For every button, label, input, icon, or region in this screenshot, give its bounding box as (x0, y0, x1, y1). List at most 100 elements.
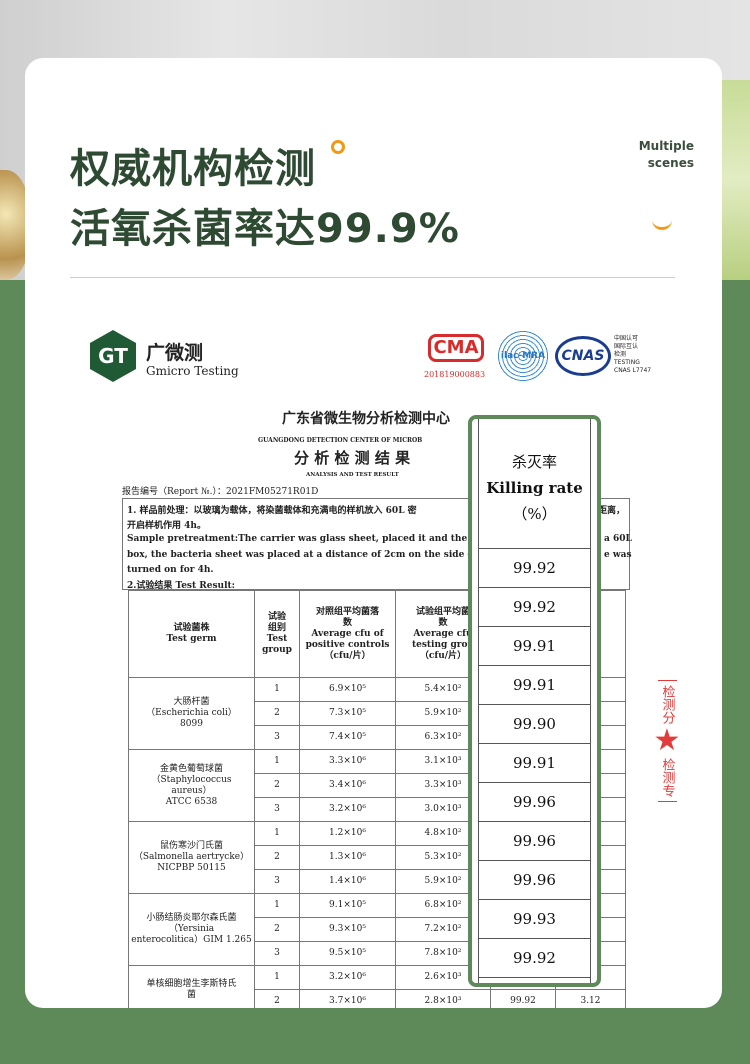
result-heading: 2.试验结果 Test Result: (127, 581, 235, 591)
table-cell: 3.12 (555, 989, 626, 1008)
report-title-en: ANALYSIS AND TEST RESULT (306, 472, 399, 478)
killing-rate-value: 99.91 (479, 627, 590, 666)
table-cell: 2.8×10³ (395, 989, 491, 1008)
table-cell: 2 (254, 773, 300, 798)
germ-name-cell: 金黄色葡萄球菌 （Staphylococcus aureus） ATCC 653… (128, 749, 255, 822)
cnas-text-line: 国际互认 (614, 343, 639, 350)
table-cell: 3.2×10⁶ (299, 797, 396, 822)
table-cell: 3 (254, 725, 300, 750)
red-seal: 检测分 ★ 检测专 (652, 680, 682, 802)
seal-text-top: 检测分 (657, 680, 677, 724)
table-cell: 9.3×10⁵ (299, 917, 396, 942)
table-cell: 1.3×10⁶ (299, 845, 396, 870)
table-row: 金黄色葡萄球菌 （Staphylococcus aureus） ATCC 653… (128, 749, 626, 822)
table-cell: 1 (254, 893, 300, 918)
tagline: Multiple scenes (639, 138, 694, 172)
seal-text-bottom: 检测专 (657, 758, 677, 802)
table-cell: 1.2×10⁶ (299, 821, 396, 846)
pretreatment-en-3: turned on for 4h. (127, 565, 214, 575)
pretreatment-en: Sample pretreatment:The carrier was glas… (127, 534, 493, 544)
cnas-text-line: 中国认可 (614, 335, 639, 342)
killing-rate-value: 99.92 (479, 939, 590, 978)
table-header-cell: 试验菌株 Test germ (128, 590, 255, 678)
ilac-logo: ilac-MRA (497, 330, 549, 382)
germ-name-cell: 鼠伤寒沙门氏菌 （Salmonella aertrycke） NICPBP 50… (128, 821, 255, 894)
pretreatment-cn: 1. 样品前处理：以玻璃为载体，将染菌载体和充满电的样机放入 60L 密 (127, 506, 417, 516)
table-cell: 1 (254, 749, 300, 774)
pretreatment-en-2: box, the bacteria sheet was placed at a … (127, 550, 492, 560)
report-clip: GT 广微测 Gmicro Testing CMA 201819000883 i… (25, 290, 722, 1008)
table-header-cell: 试验 组别 Test group (254, 590, 300, 678)
smile-accent-icon (652, 218, 672, 230)
killing-rate-value: 99.92 (479, 549, 590, 588)
cnas-text-line: TESTING (614, 359, 640, 366)
table-cell: 2 (254, 701, 300, 726)
table-cell: 99.92 (490, 989, 556, 1008)
table-cell: 1 (254, 677, 300, 702)
pretreatment-cn-2: 开启样机作用 4h。 (127, 521, 206, 531)
table-cell: 3 (254, 941, 300, 966)
header-unit: （%） (512, 505, 557, 523)
logo-en: Gmicro Testing (146, 364, 239, 378)
table-cell: 1 (254, 821, 300, 846)
table-row: 2 3.7×10⁶ 2.8×10³ 99.92 3.12 (129, 989, 626, 1008)
org-name-en: GUANGDONG DETECTION CENTER OF MICROB (258, 437, 423, 444)
pretreatment-cn-end: 距离， (598, 506, 626, 516)
tag-line-2: scenes (647, 156, 694, 170)
table-cell: 7.4×10⁵ (299, 725, 396, 750)
killing-rate-value: 99.91 (479, 744, 590, 783)
killing-rate-column: 杀灭率 Killing rate （%） 99.92 99.92 99.91 99.9… (478, 419, 591, 983)
table-cell: 2 (254, 989, 300, 1008)
killing-rate-value: 99.96 (479, 822, 590, 861)
pretreatment-en-end: a 60L (604, 534, 632, 544)
table-cell: 9.1×10⁵ (299, 893, 396, 918)
header-cn: 杀灭率 (511, 453, 557, 471)
killing-rate-header: 杀灭率 Killing rate （%） (479, 419, 590, 549)
killing-rate-value: 99.93 (479, 900, 590, 939)
circle-accent-icon (331, 140, 345, 154)
table-cell: 3 (254, 869, 300, 894)
germ-name-cell: 大肠杆菌 （Escherichia coli） 8099 (128, 677, 255, 750)
table-cell: 3.3×10⁶ (299, 749, 396, 774)
killing-rate-value: 99.92 (479, 588, 590, 627)
gmicro-logo: GT (90, 330, 136, 382)
table-cell: 1.4×10⁶ (299, 869, 396, 894)
germ-name-cell: 单核细胞增生李斯特氏 菌 (128, 965, 255, 1008)
cnas-text: 中国认可 国际互认 检测 TESTING CNAS L7747 (614, 335, 651, 375)
table-header-cell: 对照组平均菌落 数 Average cfu of positive contro… (299, 590, 396, 678)
table-cell: 7.3×10⁵ (299, 701, 396, 726)
table-cell: 6.9×10⁵ (299, 677, 396, 702)
star-icon: ★ (653, 723, 681, 758)
report-title-cn: 分 析 检 测 结 果 (294, 449, 411, 467)
table-cell: 3 (254, 797, 300, 822)
divider (70, 277, 675, 278)
pretreatment-box (122, 498, 630, 590)
killing-rate-value: 99.96 (479, 861, 590, 900)
killing-rate-highlight: 杀灭率 Killing rate （%） 99.92 99.92 99.91 99.9… (468, 415, 601, 987)
pretreatment-en-2-end: e was (604, 550, 632, 560)
cnas-text-line: CNAS L7747 (614, 367, 652, 374)
title-line-2: 活氧杀菌率达99.9% (70, 206, 460, 252)
report-number: 报告编号（Report №.）：2021FM05271R01D (122, 487, 319, 497)
killing-rate-value: 99.96 (479, 783, 590, 822)
cma-number: 201819000883 (424, 370, 486, 379)
cnas-text-line: 检测 (614, 351, 627, 358)
cnas-logo: CNAS (555, 336, 611, 376)
killing-rate-value: 99.91 (479, 666, 590, 705)
table-cell: 1 (254, 965, 300, 990)
title-line-1: 权威机构检测 (70, 146, 316, 192)
tag-line-1: Multiple (638, 139, 694, 153)
cabbage-image (722, 80, 750, 280)
table-cell: 3.4×10⁶ (299, 773, 396, 798)
killing-rate-value: 99.90 (479, 705, 590, 744)
table-cell: 2 (254, 845, 300, 870)
germ-name-cell: 小肠结肠炎耶尔森氏菌 （Yersinia enterocolitica）GIM … (128, 893, 255, 966)
table-cell: 3.7×10⁶ (299, 989, 396, 1008)
table-cell: 9.5×10⁵ (299, 941, 396, 966)
table-cell: 2 (254, 917, 300, 942)
org-name-cn: 广东省微生物分析检测中心 (282, 411, 450, 427)
cma-logo: CMA (428, 334, 484, 362)
table-cell: 3.2×10⁶ (299, 965, 396, 990)
header-en: Killing rate (486, 479, 583, 497)
